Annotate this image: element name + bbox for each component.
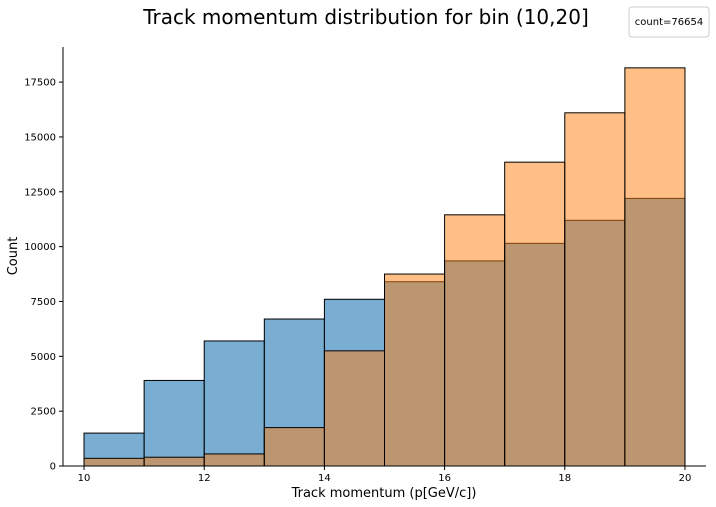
- series-2-bar-5: [384, 273, 446, 467]
- y-tick-label: 7500: [31, 297, 56, 308]
- x-axis-ticks: 10 12 14 16 18 20: [78, 466, 692, 484]
- x-tick-label: 12: [198, 473, 211, 484]
- x-tick-label: 14: [318, 473, 331, 484]
- legend-box: [628, 6, 710, 38]
- x-tick-label: 18: [558, 473, 571, 484]
- chart-title: Track momentum distribution for bin (10,…: [142, 5, 589, 29]
- y-tick-label: 17500: [24, 78, 56, 89]
- series-2-bar-8: [564, 112, 626, 467]
- series-2-bar-0: [83, 457, 145, 467]
- series-2-bars: [83, 67, 686, 467]
- y-tick-label: 5000: [31, 352, 56, 363]
- series-2-bar-9: [624, 67, 686, 467]
- series-2-bar-2: [203, 453, 265, 467]
- y-tick-label: 12500: [24, 187, 56, 198]
- x-tick-label: 20: [679, 473, 692, 484]
- series-2-bar-3: [263, 427, 325, 467]
- y-axis-ticks: 0 2500 5000 7500 10000 12500 15000 17500: [24, 78, 63, 473]
- series-2-bar-4: [323, 350, 386, 467]
- series-1-bar-2: [203, 340, 265, 467]
- series-2-bar-7: [504, 161, 566, 467]
- x-tick-label: 16: [438, 473, 451, 484]
- y-axis-label: Count: [6, 237, 21, 276]
- y-tick-label: 2500: [31, 407, 56, 418]
- x-tick-label: 10: [78, 473, 91, 484]
- legend-count-text: count=76654: [635, 17, 703, 28]
- y-tick-label: 0: [50, 462, 56, 473]
- y-tick-label: 15000: [24, 132, 56, 143]
- series-2-bar-6: [444, 214, 506, 467]
- series-1-bar-1: [143, 379, 205, 467]
- series-2-bar-1: [143, 456, 205, 467]
- x-axis-label: Track momentum (p[GeV/c]): [291, 486, 477, 501]
- legend: count=76654: [628, 6, 710, 38]
- y-tick-label: 10000: [24, 242, 56, 253]
